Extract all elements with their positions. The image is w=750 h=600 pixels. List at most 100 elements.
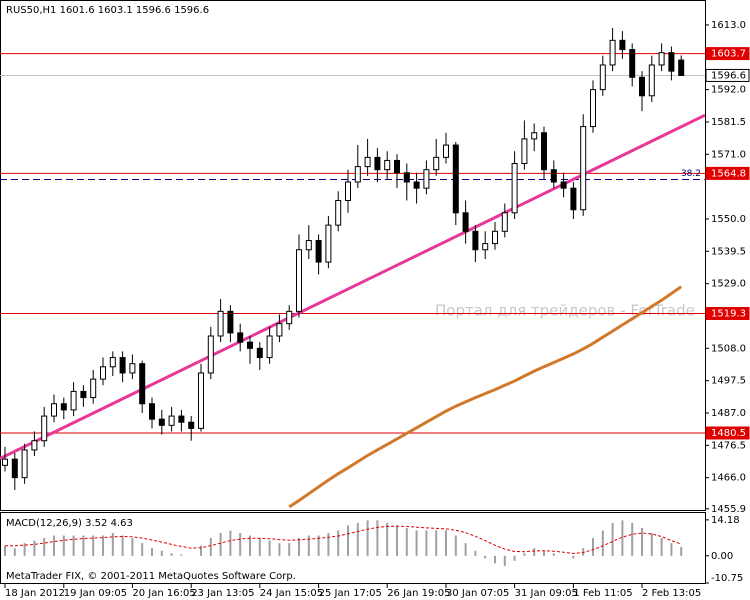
macd-bar — [641, 527, 643, 556]
y-tick-label: 1466.0 — [711, 473, 746, 484]
macd-bar — [415, 530, 418, 556]
candle-body — [472, 230, 479, 251]
macd-bar — [317, 535, 320, 556]
x-tick-label: 1 Feb 11:05 — [573, 588, 632, 599]
macd-bar — [660, 538, 663, 556]
candle-body — [678, 59, 685, 76]
candle-body — [648, 64, 655, 97]
macd-bar — [670, 543, 673, 556]
macd-title: MACD(12,26,9) 3.52 4.63 — [6, 518, 133, 529]
macd-bar — [611, 522, 614, 556]
watermark: Портал для трейдеров - ForTrade — [435, 302, 695, 320]
candle-body — [492, 230, 498, 245]
level-tag — [705, 426, 750, 440]
level-tag — [705, 307, 750, 321]
macd-bar — [376, 520, 379, 556]
axes: 1613.0 1592.0 1581.5 1571.0 1550.0 1539.5 1529… — [4, 20, 750, 599]
candle-body — [237, 332, 244, 343]
candle-body — [541, 132, 547, 171]
macd-bar — [680, 546, 683, 556]
candle-body — [90, 378, 97, 399]
macd-bar — [474, 550, 477, 556]
candle-body — [550, 169, 557, 183]
macd-bar — [503, 555, 506, 566]
candle-body — [305, 240, 312, 251]
macd-bar — [592, 538, 594, 556]
y-tick-label: 1508.0 — [711, 343, 746, 354]
y-tick-label: 1529.0 — [711, 279, 746, 290]
candle-body — [452, 144, 459, 214]
macd-bar — [366, 520, 369, 556]
level-label: 1596.6 — [711, 70, 746, 81]
y-tick-label: 1476.5 — [711, 440, 746, 451]
main-panel — [0, 0, 706, 511]
candle-body — [168, 415, 175, 426]
macd-bar — [92, 535, 95, 556]
candle-body — [80, 390, 87, 399]
level-label: 1564.8 — [711, 168, 746, 179]
macd-bar — [347, 525, 349, 556]
macd-bar — [13, 548, 16, 556]
chart-title: RUS50,H1 1601.6 1603.1 1596.6 1596.6 — [6, 5, 209, 16]
candle-body — [296, 249, 302, 312]
macd-bar — [631, 522, 634, 556]
macd-tick-label: 14.18 — [711, 515, 740, 526]
candle-body — [668, 52, 675, 72]
candle-body — [100, 366, 106, 380]
macd-bar — [72, 535, 75, 556]
y-tick-label: 1581.5 — [711, 117, 746, 128]
macd-tick-label: -10.75 — [711, 573, 743, 584]
candle-body — [266, 335, 273, 359]
candle-body — [462, 212, 469, 232]
macd-bar — [4, 545, 6, 556]
y-tick-label: 1571.0 — [711, 149, 746, 160]
candle-body — [335, 199, 342, 226]
macd-bar — [523, 553, 526, 556]
macd-bar — [160, 550, 163, 556]
macd-bar — [445, 530, 447, 556]
macd-bar — [111, 533, 114, 556]
candle-body — [590, 89, 596, 128]
candle-body — [384, 159, 391, 171]
candle-body — [256, 347, 263, 359]
main-plot: Портал для трейдеров - ForTrade — [0, 28, 705, 509]
macd-bar — [121, 535, 124, 556]
candle-body — [482, 243, 489, 251]
candle-body — [51, 403, 57, 417]
level-label: 1519.3 — [711, 309, 746, 320]
candle-body — [619, 39, 626, 51]
macd-bar — [484, 555, 487, 559]
level-tag — [705, 68, 750, 82]
candle-body — [247, 341, 253, 349]
x-tick-label: 19 Jan 09:05 — [64, 588, 127, 599]
macd-bar — [543, 550, 545, 556]
macd-bar — [141, 543, 144, 556]
candle-body — [580, 126, 587, 211]
macd-tick-label: 0.00 — [711, 551, 733, 562]
candle-body — [658, 52, 665, 66]
candle-body — [374, 156, 381, 171]
candle-body — [286, 310, 293, 325]
macd-bar — [386, 522, 389, 556]
y-tick-label: 1497.5 — [711, 376, 746, 387]
y-tick-label: 1550.0 — [711, 214, 746, 225]
macd-bar — [268, 540, 271, 556]
x-tick-label: 31 Jan 09:05 — [515, 588, 578, 599]
x-tick-label: 18 Jan 2012 — [5, 588, 65, 599]
x-tick-label: 2 Feb 13:05 — [642, 588, 701, 599]
macd-bar — [494, 555, 496, 564]
macd-bar — [200, 545, 202, 556]
macd-bar — [278, 543, 281, 556]
macd-bar — [307, 535, 310, 556]
candle-body — [629, 49, 636, 78]
candle-body — [198, 372, 204, 429]
candle-body — [227, 310, 234, 334]
macd-bar — [53, 535, 55, 556]
macd-bar — [82, 535, 85, 556]
candle-body — [149, 403, 155, 420]
macd-bar — [131, 538, 134, 556]
candle-body — [188, 421, 195, 429]
macd-bar — [180, 554, 183, 556]
